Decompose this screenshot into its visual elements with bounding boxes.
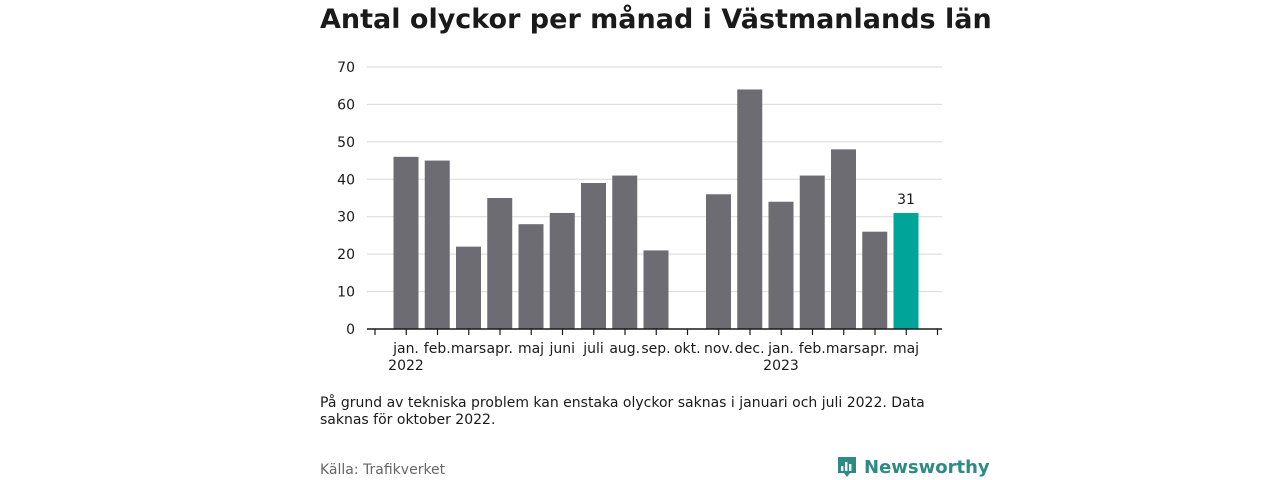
newsworthy-logo-icon <box>838 457 856 477</box>
bar <box>706 194 731 329</box>
source-credit: Källa: Trafikverket <box>320 462 446 478</box>
x-tick-label: nov. <box>704 341 733 357</box>
bars <box>393 89 919 329</box>
bar-highlighted <box>893 212 919 329</box>
bar <box>487 198 513 329</box>
bar <box>737 89 763 329</box>
bar <box>862 231 888 329</box>
y-tick-label: 40 <box>337 172 355 188</box>
y-tick-label: 50 <box>337 135 355 151</box>
bar <box>393 156 419 329</box>
x-tick-label: okt. <box>674 341 701 357</box>
x-tick-label: feb. <box>424 341 451 357</box>
bar <box>643 250 669 329</box>
x-tick-label: juni <box>548 341 575 357</box>
bar <box>456 246 481 329</box>
x-tick-label: maj <box>893 341 919 357</box>
y-tick-label: 60 <box>337 97 355 113</box>
bar <box>768 201 794 329</box>
y-tick-label: 70 <box>337 60 355 76</box>
x-tick-label: mars <box>826 341 861 357</box>
x-tick-label: dec. <box>735 341 765 357</box>
y-tick-label: 20 <box>337 247 355 263</box>
x-tick-label: feb. <box>799 341 826 357</box>
y-axis-ticks: 0 10 20 30 40 50 60 70 <box>337 60 355 338</box>
x-tick-label: jan. <box>767 341 794 357</box>
x-year-label: 2023 <box>763 358 799 374</box>
brand-name: Newsworthy <box>864 456 990 478</box>
chart-title: Antal olyckor per månad i Västmanlands l… <box>320 4 992 35</box>
bar <box>424 160 450 329</box>
y-tick-label: 0 <box>346 322 355 338</box>
bar <box>831 149 856 329</box>
bar <box>799 175 825 329</box>
x-tick-label: mars <box>451 341 486 357</box>
x-tick-label: jan. <box>392 341 419 357</box>
brand-logo: Newsworthy <box>836 455 990 479</box>
x-year-label: 2022 <box>388 358 424 374</box>
data-labels: 31 <box>897 192 915 208</box>
x-axis-labels: jan. feb. mars apr. maj juni juli aug. sep. okt. n… <box>388 341 919 374</box>
x-tick-label: sep. <box>641 341 670 357</box>
data-label: 31 <box>897 192 915 208</box>
x-tick-label: maj <box>518 341 544 357</box>
x-tick-label: aug. <box>609 341 640 357</box>
x-tick-label: juli <box>582 341 604 357</box>
x-tick-label: apr. <box>487 341 513 357</box>
bar <box>549 212 575 329</box>
y-tick-label: 10 <box>337 285 355 301</box>
x-axis <box>367 328 942 335</box>
y-tick-label: 30 <box>337 210 355 226</box>
bar <box>612 175 638 329</box>
footnote: På grund av tekniska problem kan enstaka… <box>320 395 925 428</box>
bar <box>518 224 544 329</box>
bar <box>581 183 606 329</box>
x-tick-label: apr. <box>862 341 888 357</box>
